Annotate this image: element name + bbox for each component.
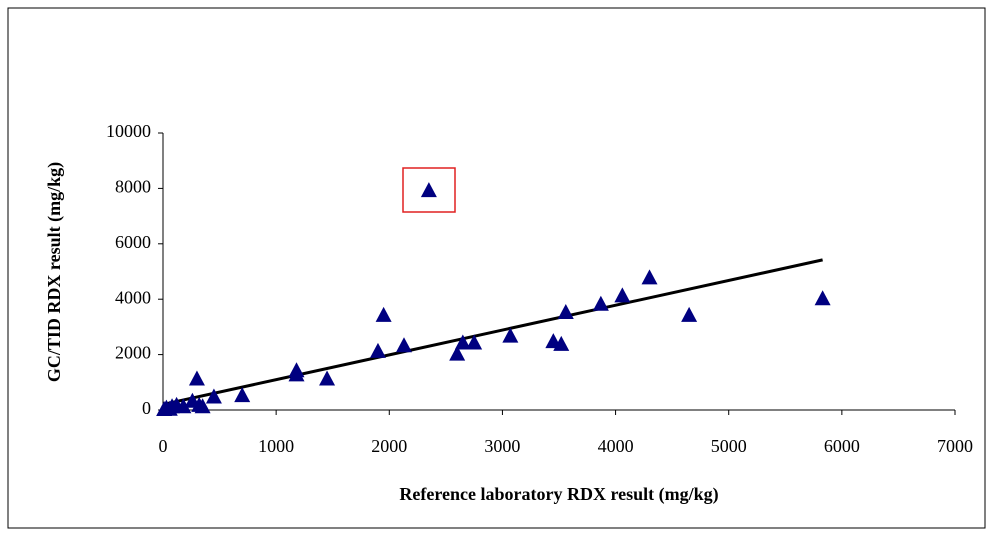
x-tick-label: 5000 [711, 436, 747, 456]
data-point [395, 337, 412, 353]
data-point [288, 366, 305, 382]
y-tick-label: 0 [142, 398, 151, 418]
data-point [553, 335, 570, 351]
y-tick-label: 2000 [115, 343, 151, 363]
x-tick-label: 1000 [258, 436, 294, 456]
data-point [420, 182, 437, 198]
x-tick-label: 4000 [598, 436, 634, 456]
data-point [175, 398, 192, 414]
y-tick-label: 10000 [106, 121, 151, 141]
data-point [454, 334, 471, 350]
data-point [502, 327, 519, 343]
data-point [557, 304, 574, 320]
outlier-highlight [402, 167, 456, 213]
x-tick-label: 3000 [484, 436, 520, 456]
data-point [188, 370, 205, 386]
data-point [681, 306, 698, 322]
x-tick-label: 2000 [371, 436, 407, 456]
data-point [205, 388, 222, 404]
x-tick-label: 0 [159, 436, 168, 456]
data-point [375, 306, 392, 322]
data-point [814, 290, 831, 306]
data-point [369, 342, 386, 358]
x-tick-label: 7000 [937, 436, 973, 456]
chart-frame [7, 7, 986, 529]
data-point [466, 334, 483, 350]
data-point [319, 370, 336, 386]
data-point [641, 269, 658, 285]
y-tick-label: 4000 [115, 287, 151, 307]
data-point [449, 345, 466, 361]
data-point [234, 387, 251, 403]
y-axis-title: GC/TID RDX result (mg/kg) [44, 162, 65, 382]
x-tick-label: 6000 [824, 436, 860, 456]
data-point [592, 295, 609, 311]
data-point [194, 398, 211, 414]
data-point [614, 287, 631, 303]
trend-line [162, 258, 823, 406]
x-axis-title: Reference laboratory RDX result (mg/kg) [399, 484, 718, 505]
y-tick-label: 8000 [115, 177, 151, 197]
y-tick-label: 6000 [115, 232, 151, 252]
